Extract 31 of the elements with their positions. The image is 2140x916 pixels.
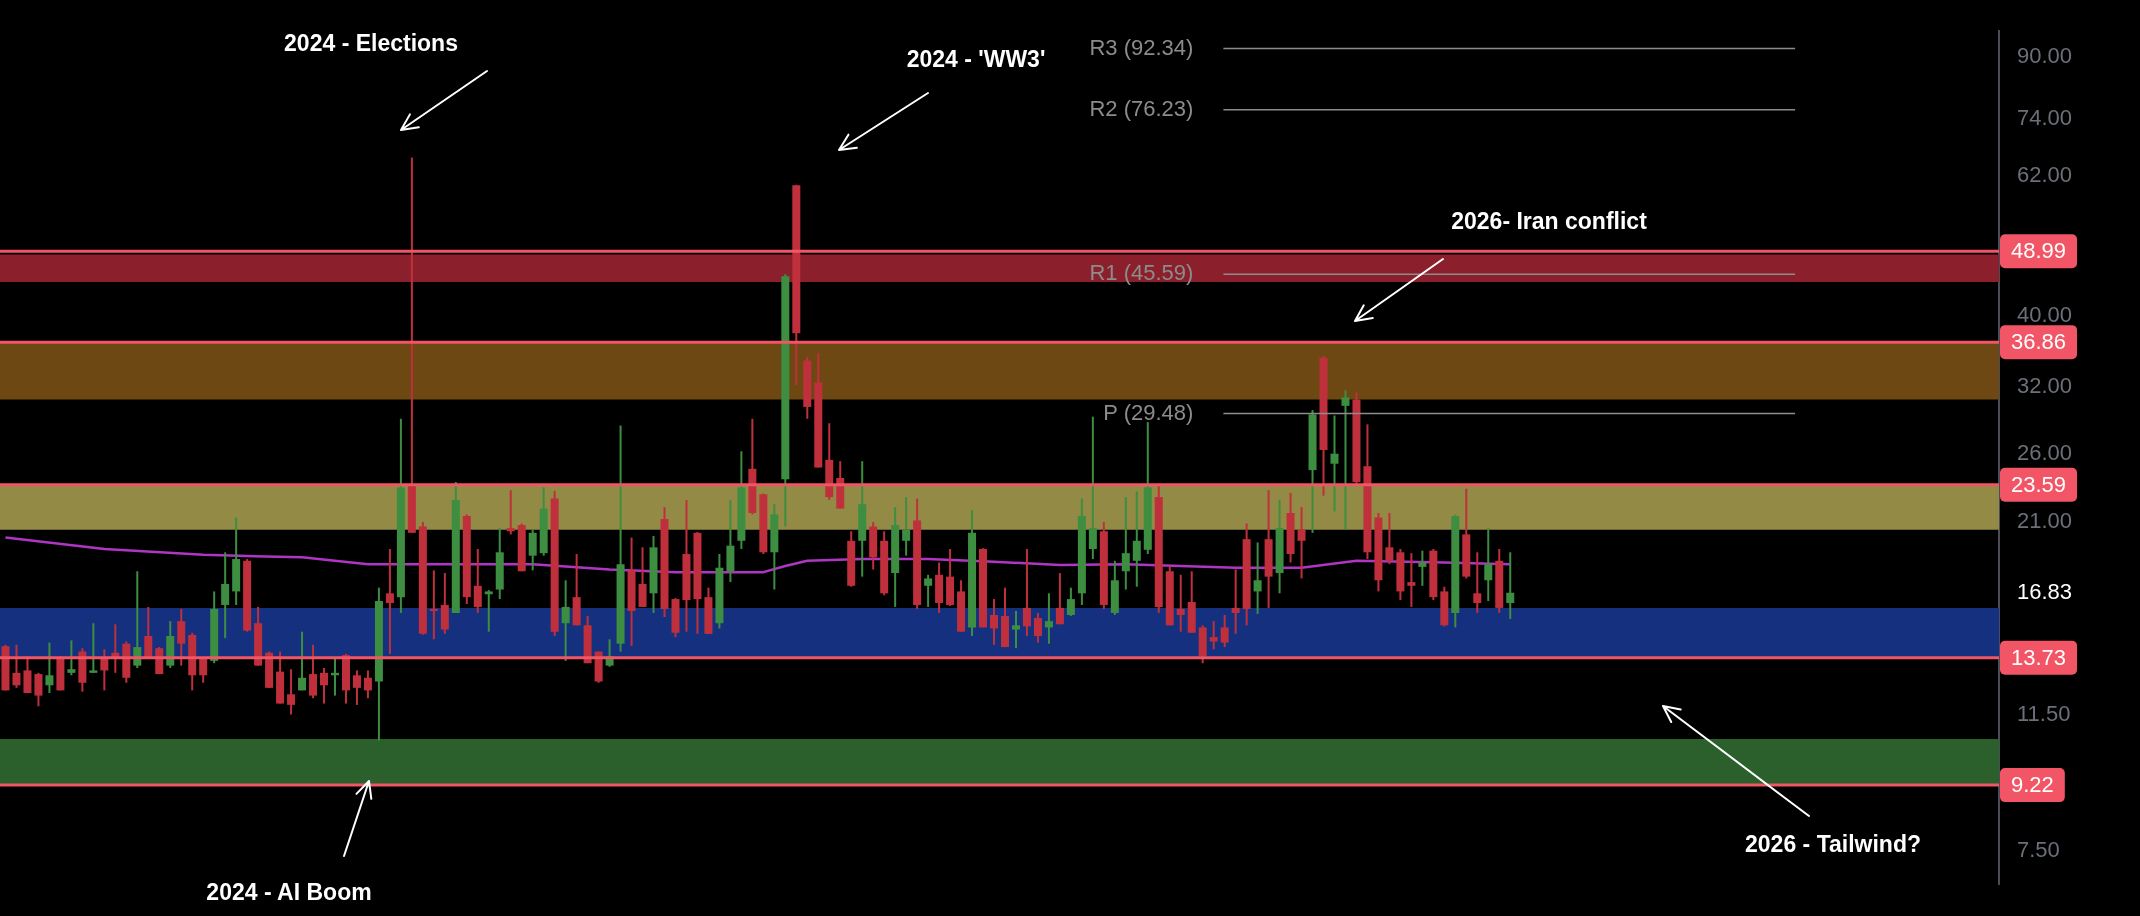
y-tick-label: 26.00 <box>2017 439 2073 465</box>
candlestick <box>1407 553 1416 607</box>
y-tick-label: 32.00 <box>2017 373 2073 399</box>
y-tick-label: 11.50 <box>2017 700 2071 726</box>
candlestick <box>506 490 515 535</box>
y-tick-label: 62.00 <box>2017 161 2073 187</box>
candlestick <box>1341 390 1350 530</box>
annotation: 2024 - AI Boom <box>206 879 372 906</box>
y-tick-label: 16.83 <box>2017 578 2073 604</box>
annotation: 2026- Iran conflict <box>1451 208 1648 235</box>
ref-line-label: 13.73 <box>2011 644 2067 670</box>
candlestick <box>484 590 493 632</box>
ref-line-label: 36.86 <box>2011 329 2067 355</box>
candlestick <box>385 548 394 654</box>
ref-line-label: 23.59 <box>2011 471 2067 497</box>
ref-line-label: 9.22 <box>2011 772 2054 798</box>
ref-line-label: 48.99 <box>2011 238 2067 264</box>
annotation: 2026 - Tailwind? <box>1745 831 1921 858</box>
ref-line-label: R2 (76.23) <box>1089 95 1194 121</box>
y-tick-label: 7.50 <box>2017 837 2060 863</box>
annotation: 2024 - Elections <box>284 30 458 57</box>
annotation: 2024 - 'WW3' <box>906 46 1046 73</box>
ref-line-label: P (29.48) <box>1103 399 1194 425</box>
candlestick <box>1231 569 1240 634</box>
y-tick-label: 90.00 <box>2017 42 2073 68</box>
y-tick-label: 40.00 <box>2017 302 2073 328</box>
ref-line-label: R3 (92.34) <box>1089 34 1194 60</box>
y-tick-label: 21.00 <box>2017 508 2073 534</box>
ref-line-label: R1 (45.59) <box>1089 260 1194 286</box>
y-tick-label: 74.00 <box>2017 105 2073 131</box>
candlestick <box>429 570 438 640</box>
